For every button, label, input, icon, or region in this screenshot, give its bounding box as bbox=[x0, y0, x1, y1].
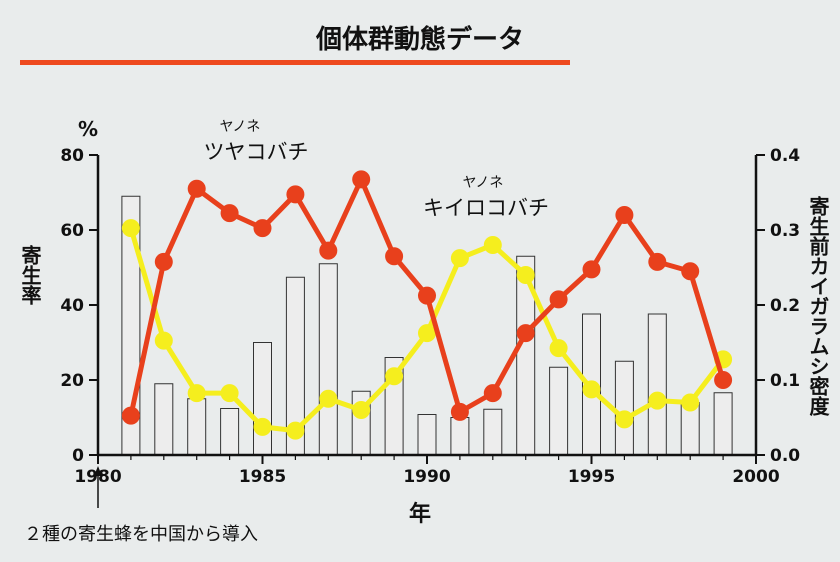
density-bar-1996 bbox=[614, 360, 634, 456]
density-bar-1999 bbox=[713, 392, 733, 456]
right-tick-label: 0.1 bbox=[770, 371, 800, 391]
series-point-キイロコバチ-1998 bbox=[681, 393, 700, 412]
left-axis-unit: % bbox=[78, 117, 98, 141]
series-point-ツヤコバチ-1982 bbox=[154, 252, 173, 271]
series-point-ツヤコバチ-1987 bbox=[319, 241, 338, 260]
series-point-ツヤコバチ-1999 bbox=[714, 371, 733, 389]
species2-small-label: ヤノネ bbox=[463, 175, 504, 191]
left-axis-title: 寄生率 bbox=[18, 244, 42, 306]
right-axis-title: 寄生前カイガラムシ密度 bbox=[806, 195, 830, 417]
density-bar-1987 bbox=[318, 263, 338, 456]
series-point-ツヤコバチ-1995 bbox=[582, 260, 601, 279]
species1-label: ツヤコバチ bbox=[204, 140, 309, 164]
density-bar-1985 bbox=[253, 342, 272, 456]
series-point-キイロコバチ-1984 bbox=[220, 384, 239, 403]
density-bar-1984 bbox=[220, 408, 240, 456]
series-point-キイロコバチ-1989 bbox=[385, 367, 404, 386]
series-point-ツヤコバチ-1997 bbox=[648, 252, 667, 271]
series-point-ツヤコバチ-1994 bbox=[549, 290, 568, 309]
x-tick-label: 1980 bbox=[74, 467, 121, 487]
right-tick-label: 0.4 bbox=[770, 146, 800, 166]
series-point-ツヤコバチ-1990 bbox=[418, 286, 436, 305]
right-tick-label: 0.2 bbox=[770, 296, 800, 316]
series-point-キイロコバチ-1996 bbox=[615, 410, 634, 429]
series-point-キイロコバチ-1994 bbox=[549, 339, 568, 358]
series-point-ツヤコバチ-1985 bbox=[253, 219, 272, 238]
left-tick-label: 40 bbox=[60, 296, 84, 316]
series-point-ツヤコバチ-1996 bbox=[615, 206, 634, 224]
series-point-キイロコバチ-1990 bbox=[418, 324, 436, 343]
intro-arrow-head bbox=[94, 466, 102, 476]
intro-note: ２種の寄生蜂を中国から導入 bbox=[24, 524, 258, 545]
right-tick-label: 0.0 bbox=[770, 446, 800, 466]
axes bbox=[89, 154, 765, 464]
series-point-ツヤコバチ-1984 bbox=[220, 204, 239, 223]
left-tick-label: 80 bbox=[60, 146, 84, 166]
left-tick-label: 20 bbox=[60, 371, 84, 391]
tick-labels: 0 20 40 60 80 0.0 0.1 0.2 0.3 0.4 1980 1985 1990 1995… bbox=[60, 146, 800, 487]
series-point-キイロコバチ-1993 bbox=[516, 266, 535, 284]
chart-title: 個体群動態データ bbox=[315, 24, 524, 55]
series-point-ツヤコバチ-1981 bbox=[121, 406, 140, 425]
density-bar-1997 bbox=[647, 313, 667, 456]
series-lines bbox=[121, 170, 733, 440]
series-point-ツヤコバチ-1998 bbox=[681, 262, 700, 281]
series-point-キイロコバチ-1995 bbox=[582, 380, 601, 399]
x-tick-label: 1990 bbox=[403, 467, 450, 487]
x-tick-label: 2000 bbox=[732, 467, 779, 487]
title-underline bbox=[20, 60, 570, 65]
x-axis-title: 年 bbox=[409, 501, 431, 527]
left-tick-label: 0 bbox=[72, 446, 84, 466]
series-point-ツヤコバチ-1993 bbox=[516, 324, 535, 343]
series-point-ツヤコバチ-1989 bbox=[385, 247, 404, 266]
density-bar-1990 bbox=[417, 414, 437, 456]
series-point-キイロコバチ-1992 bbox=[483, 236, 502, 254]
series-point-ツヤコバチ-1988 bbox=[352, 170, 371, 189]
series-point-キイロコバチ-1985 bbox=[253, 417, 272, 436]
series-point-ツヤコバチ-1991 bbox=[450, 402, 469, 421]
x-tick-label: 1995 bbox=[568, 467, 615, 487]
species1-small-label: ヤノネ bbox=[220, 119, 261, 135]
density-bar-1991 bbox=[450, 417, 470, 456]
series-point-キイロコバチ-1986 bbox=[286, 421, 305, 440]
series-point-キイロコバチ-1982 bbox=[154, 331, 173, 350]
x-tick-label: 1985 bbox=[239, 467, 286, 487]
series-point-キイロコバチ-1981 bbox=[121, 219, 140, 238]
series-point-キイロコバチ-1987 bbox=[319, 389, 338, 408]
species2-label: キイロコバチ bbox=[423, 196, 549, 220]
series-point-キイロコバチ-1988 bbox=[352, 401, 371, 419]
series-point-キイロコバチ-1983 bbox=[187, 384, 206, 403]
series-point-ツヤコバチ-1992 bbox=[483, 384, 502, 403]
series-point-ツヤコバチ-1986 bbox=[286, 185, 305, 204]
density-bar-1983 bbox=[187, 398, 207, 456]
density-bar-1982 bbox=[154, 383, 174, 456]
density-bar-1992 bbox=[483, 408, 503, 456]
series-point-ツヤコバチ-1983 bbox=[187, 179, 206, 198]
series-point-キイロコバチ-1997 bbox=[648, 391, 667, 410]
series-point-キイロコバチ-1991 bbox=[450, 249, 469, 268]
density-bar-1994 bbox=[549, 366, 569, 456]
right-tick-label: 0.3 bbox=[770, 221, 800, 241]
left-tick-label: 60 bbox=[60, 221, 84, 241]
